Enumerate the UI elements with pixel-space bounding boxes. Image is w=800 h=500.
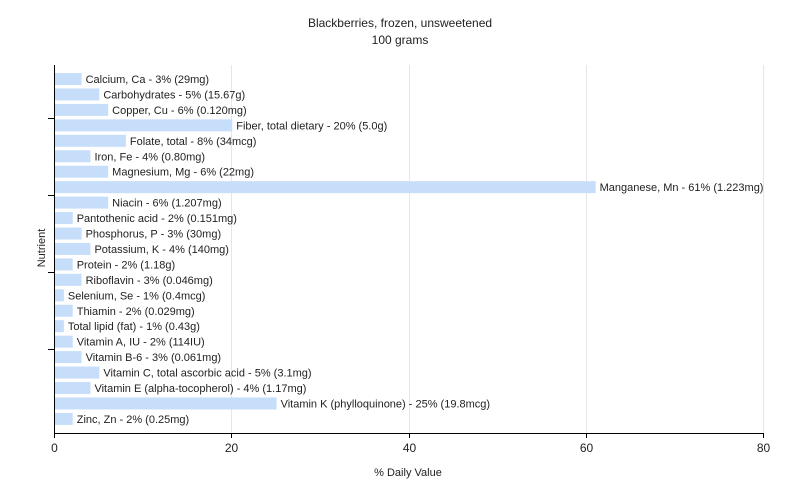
bar (55, 258, 73, 271)
bar-label: Protein - 2% (1.18g) (77, 259, 175, 271)
bar-label: Total lipid (fat) - 1% (0.43g) (68, 321, 200, 333)
bar-label: Copper, Cu - 6% (0.120mg) (112, 105, 247, 117)
bar (55, 366, 100, 379)
x-tick-label: 0 (51, 441, 58, 455)
bar (55, 397, 277, 410)
bar (55, 304, 73, 317)
bar (55, 212, 73, 225)
bar-label: Riboflavin - 3% (0.046mg) (86, 275, 213, 287)
bar (55, 382, 91, 394)
bar-label: Thiamin - 2% (0.029mg) (77, 306, 195, 318)
x-axis-title: % Daily Value (374, 467, 442, 479)
bar (55, 88, 100, 101)
bar-label: Carbohydrates - 5% (15.67g) (103, 89, 245, 101)
axes: 0 20 40 60 80 (48, 65, 770, 455)
bar (55, 320, 64, 333)
bar (55, 165, 109, 178)
bar (55, 351, 82, 364)
bar (55, 73, 82, 85)
bar-label: Vitamin E (alpha-tocopherol) - 4% (1.17m… (94, 383, 306, 395)
grid-lines (231, 65, 764, 433)
bar (55, 196, 109, 209)
chart-title: Blackberries, frozen, unsweetened (308, 16, 492, 30)
bar (55, 134, 126, 147)
bar-label: Folate, total - 8% (34mcg) (130, 136, 257, 148)
y-axis-title: Nutrient (36, 229, 48, 268)
bar (55, 103, 109, 116)
bar-label: Phosphorus, P - 3% (30mg) (86, 229, 222, 241)
bar (55, 150, 91, 163)
x-tick-label: 20 (225, 441, 239, 455)
bar-label: Vitamin B-6 - 3% (0.061mg) (86, 352, 222, 364)
bars: Calcium, Ca - 3% (29mg) Carbohydrates - 5… (55, 73, 763, 426)
bar-label: Pantothenic acid - 2% (0.151mg) (77, 213, 237, 225)
bar-label: Magnesium, Mg - 6% (22mg) (112, 167, 254, 179)
bar-label: Vitamin A, IU - 2% (114IU) (77, 337, 205, 349)
bar-label: Vitamin K (phylloquinone) - 25% (19.8mcg… (281, 398, 491, 410)
bar-label: Fiber, total dietary - 20% (5.0g) (236, 120, 387, 132)
bar (55, 273, 82, 286)
bar-label: Potassium, K - 4% (140mg) (94, 244, 229, 256)
bar (55, 412, 73, 425)
chart-subtitle: 100 grams (372, 33, 429, 47)
bar (55, 227, 82, 240)
bar-label: Calcium, Ca - 3% (29mg) (86, 74, 209, 86)
bar-label: Selenium, Se - 1% (0.4mcg) (68, 290, 206, 302)
bar-label: Manganese, Mn - 61% (1.223mg) (600, 182, 764, 194)
bar-label: Vitamin C, total ascorbic acid - 5% (3.1… (103, 368, 311, 380)
bar (55, 335, 73, 348)
bar (55, 119, 233, 132)
bar (55, 289, 64, 302)
bar (55, 242, 91, 255)
bar-label: Iron, Fe - 4% (0.80mg) (94, 151, 205, 163)
x-tick-label: 60 (580, 441, 594, 455)
x-tick-label: 40 (403, 441, 417, 455)
bar-label: Zinc, Zn - 2% (0.25mg) (77, 414, 189, 426)
bar (55, 181, 596, 194)
x-tick-label: 80 (757, 441, 771, 455)
bar-label: Niacin - 6% (1.207mg) (112, 198, 221, 210)
